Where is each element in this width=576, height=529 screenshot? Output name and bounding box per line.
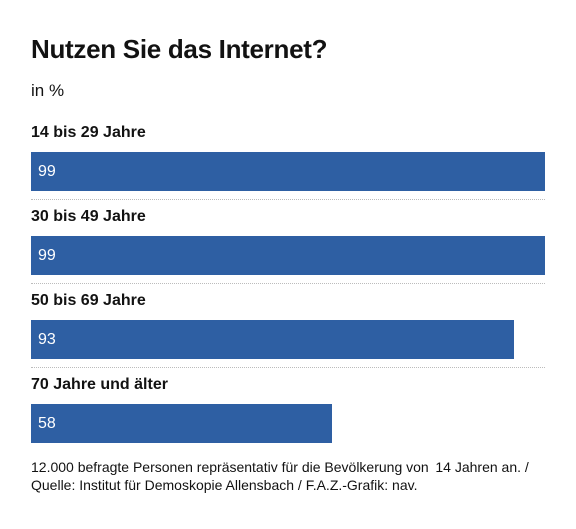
bar: 99 <box>31 152 545 191</box>
chart-title: Nutzen Sie das Internet? <box>31 34 328 64</box>
bar-value-label: 99 <box>38 247 56 264</box>
bar: 58 <box>31 404 332 443</box>
category-label: 30 bis 49 Jahre <box>31 208 146 225</box>
bar-value-label: 93 <box>38 331 56 348</box>
category-label: 70 Jahre und älter <box>31 376 168 393</box>
bar: 93 <box>31 320 514 359</box>
category-label: 14 bis 29 Jahre <box>31 124 146 141</box>
bar: 99 <box>31 236 545 275</box>
footnote: 12.000 befragte Personen repräsentativ f… <box>31 459 529 493</box>
row-separator <box>31 199 545 200</box>
bar-value-label: 58 <box>38 415 56 432</box>
chart-subtitle: in % <box>31 81 65 100</box>
category-label: 50 bis 69 Jahre <box>31 292 146 309</box>
row-separator <box>31 283 545 284</box>
bar-value-label: 99 <box>38 163 56 180</box>
row-separator <box>31 367 545 368</box>
